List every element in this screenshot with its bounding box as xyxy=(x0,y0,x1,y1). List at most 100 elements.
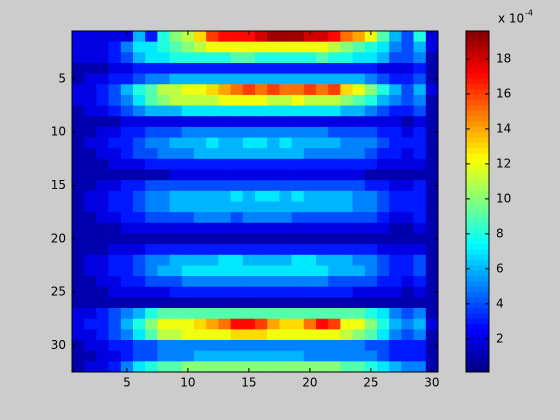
heatmap-cell xyxy=(133,244,146,256)
heatmap-cell xyxy=(206,148,219,160)
heatmap-cell xyxy=(194,158,207,170)
heatmap-cell xyxy=(425,41,439,53)
heatmap-cell xyxy=(145,318,158,330)
heatmap-cell xyxy=(84,244,97,256)
heatmap-cell xyxy=(133,361,146,373)
heatmap-cell xyxy=(425,233,439,245)
heatmap-cell xyxy=(364,84,378,96)
heatmap-cell xyxy=(206,254,219,266)
heatmap-cell xyxy=(364,158,378,170)
heatmap-cell xyxy=(108,222,122,234)
heatmap-cell xyxy=(389,169,402,181)
heatmap-cell xyxy=(194,350,207,362)
heatmap-cell xyxy=(425,94,439,106)
heatmap-cell xyxy=(413,254,427,266)
heatmap-cell xyxy=(352,265,366,277)
heatmap-cell xyxy=(364,62,378,74)
heatmap-cell xyxy=(425,31,439,42)
heatmap-cell xyxy=(352,137,366,149)
colorbar-swatch xyxy=(466,238,489,245)
heatmap-cell xyxy=(120,169,134,181)
heatmap-cell xyxy=(96,318,109,330)
heatmap-cell xyxy=(389,340,402,351)
heatmap-cell xyxy=(328,350,341,362)
heatmap-cell xyxy=(328,116,341,128)
heatmap-cell xyxy=(206,233,219,245)
heatmap-cell xyxy=(340,201,353,213)
heatmap-cell xyxy=(364,318,378,330)
heatmap-cell xyxy=(267,94,280,106)
heatmap-cell xyxy=(242,318,256,330)
heatmap-cell xyxy=(230,180,244,192)
heatmap-cell xyxy=(108,254,122,266)
heatmap-cell xyxy=(230,41,244,53)
heatmap-cell xyxy=(157,233,170,245)
heatmap-cell xyxy=(194,31,207,42)
heatmap-cell xyxy=(413,265,427,277)
heatmap-cell xyxy=(96,94,109,106)
heatmap-cell xyxy=(84,52,97,64)
heatmap-cell xyxy=(120,276,134,288)
heatmap-cell xyxy=(279,340,292,351)
heatmap-cell xyxy=(364,105,378,117)
heatmap-cell xyxy=(133,265,146,277)
heatmap-cell xyxy=(279,158,292,170)
heatmap-cell xyxy=(303,84,317,96)
heatmap-cell xyxy=(242,126,256,138)
y-tick-label: 25 xyxy=(51,285,66,299)
heatmap-cell xyxy=(255,148,268,160)
heatmap-cell xyxy=(72,41,85,53)
heatmap-cell xyxy=(157,350,170,362)
heatmap-cell xyxy=(255,116,268,128)
heatmap-cell xyxy=(230,126,244,138)
heatmap-cell xyxy=(194,148,207,160)
heatmap-cell xyxy=(145,84,158,96)
heatmap-cell xyxy=(120,265,134,277)
heatmap-cell xyxy=(389,190,402,202)
heatmap-cell xyxy=(316,41,329,53)
heatmap-cell xyxy=(194,105,207,117)
heatmap-cell xyxy=(218,201,231,213)
heatmap-cell xyxy=(291,254,305,266)
heatmap-cell xyxy=(181,350,195,362)
colorbar-swatch xyxy=(466,356,489,362)
heatmap-cell xyxy=(279,286,292,298)
heatmap-cell xyxy=(72,212,85,224)
heatmap-cell xyxy=(157,73,170,85)
heatmap-cell xyxy=(303,244,317,256)
heatmap-cell xyxy=(194,212,207,224)
heatmap-cell xyxy=(108,62,122,74)
heatmap-cell xyxy=(352,180,366,192)
heatmap-cell xyxy=(340,190,353,202)
heatmap-cell xyxy=(291,84,305,96)
x-tick-label: 30 xyxy=(424,376,439,390)
heatmap-cell xyxy=(96,84,109,96)
heatmap-cell xyxy=(133,350,146,362)
heatmap-cell xyxy=(120,31,134,42)
heatmap-cell xyxy=(279,222,292,234)
heatmap-cell xyxy=(413,297,427,309)
heatmap-cell xyxy=(303,222,317,234)
heatmap-cell xyxy=(169,254,183,266)
heatmap-cell xyxy=(242,233,256,245)
heatmap-cell xyxy=(218,158,231,170)
colorbar-swatch xyxy=(466,334,489,341)
heatmap-cell xyxy=(316,52,329,64)
heatmap-cell xyxy=(72,244,85,256)
heatmap-cell xyxy=(316,137,329,149)
colorbar-swatch xyxy=(466,212,489,218)
heatmap-cell xyxy=(340,84,353,96)
heatmap-cell xyxy=(96,73,109,85)
heatmap-cell xyxy=(133,105,146,117)
heatmap-cell xyxy=(133,84,146,96)
heatmap-cell xyxy=(291,94,305,106)
heatmap-cell xyxy=(242,286,256,298)
heatmap-cell xyxy=(206,158,219,170)
heatmap-cell xyxy=(230,222,244,234)
heatmap-cell xyxy=(316,180,329,192)
heatmap-cell xyxy=(352,340,366,351)
heatmap-cell xyxy=(255,286,268,298)
heatmap-cell xyxy=(255,126,268,138)
heatmap-cell xyxy=(425,212,439,224)
heatmap-cell xyxy=(242,158,256,170)
